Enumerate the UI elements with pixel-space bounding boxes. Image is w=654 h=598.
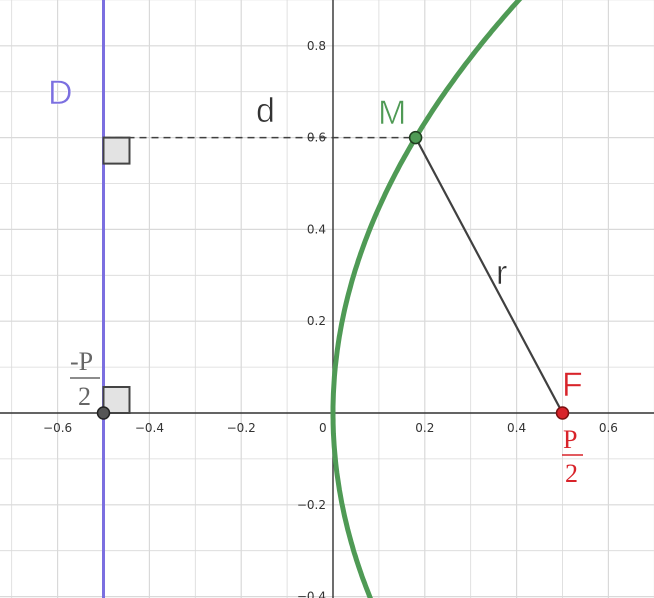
point-m-label: M — [378, 94, 406, 132]
y-tick-label: 0.8 — [307, 39, 326, 53]
p-denominator: 2 — [565, 459, 578, 488]
minus-p-over-2-label: -P 2 — [70, 347, 100, 411]
point-m[interactable] — [408, 130, 423, 145]
y-tick-label: −0.4 — [297, 590, 326, 598]
focus-point[interactable] — [555, 406, 570, 420]
right-angle-marker-bottom — [102, 386, 131, 414]
x-tick-label: 0.4 — [507, 421, 526, 435]
x-tick-labels: −0.6 −0.4 −0.2 0 0.2 0.4 0.6 — [43, 421, 618, 435]
x-tick-label: −0.4 — [135, 421, 164, 435]
distance-r-segment[interactable] — [414, 137, 564, 414]
minus-p-denominator: 2 — [78, 382, 91, 411]
y-tick-label: 0.4 — [307, 222, 326, 236]
focus-label: F — [562, 366, 583, 404]
parabola-curve[interactable] — [330, 0, 563, 598]
y-tick-label: −0.2 — [297, 498, 326, 512]
point-minus-p-half[interactable] — [96, 406, 111, 420]
distance-d-label: d — [256, 92, 275, 130]
x-tick-label: 0.6 — [599, 421, 618, 435]
p-numerator: P — [563, 425, 577, 454]
y-tick-labels: 0.8 0.6 0.4 0.2 −0.2 −0.4 — [297, 39, 326, 598]
minus-p-numerator: -P — [70, 347, 93, 376]
y-tick-label: 0.6 — [307, 131, 326, 145]
x-tick-label: 0 — [319, 421, 327, 435]
p-over-2-label: P 2 — [562, 425, 583, 488]
x-tick-label: −0.6 — [43, 421, 72, 435]
distance-r-label: r — [496, 254, 507, 292]
x-tick-label: 0.2 — [415, 421, 434, 435]
y-tick-label: 0.2 — [307, 314, 326, 328]
right-angle-marker-top — [102, 136, 131, 165]
x-tick-label: −0.2 — [227, 421, 256, 435]
directrix-label: D — [48, 74, 73, 112]
